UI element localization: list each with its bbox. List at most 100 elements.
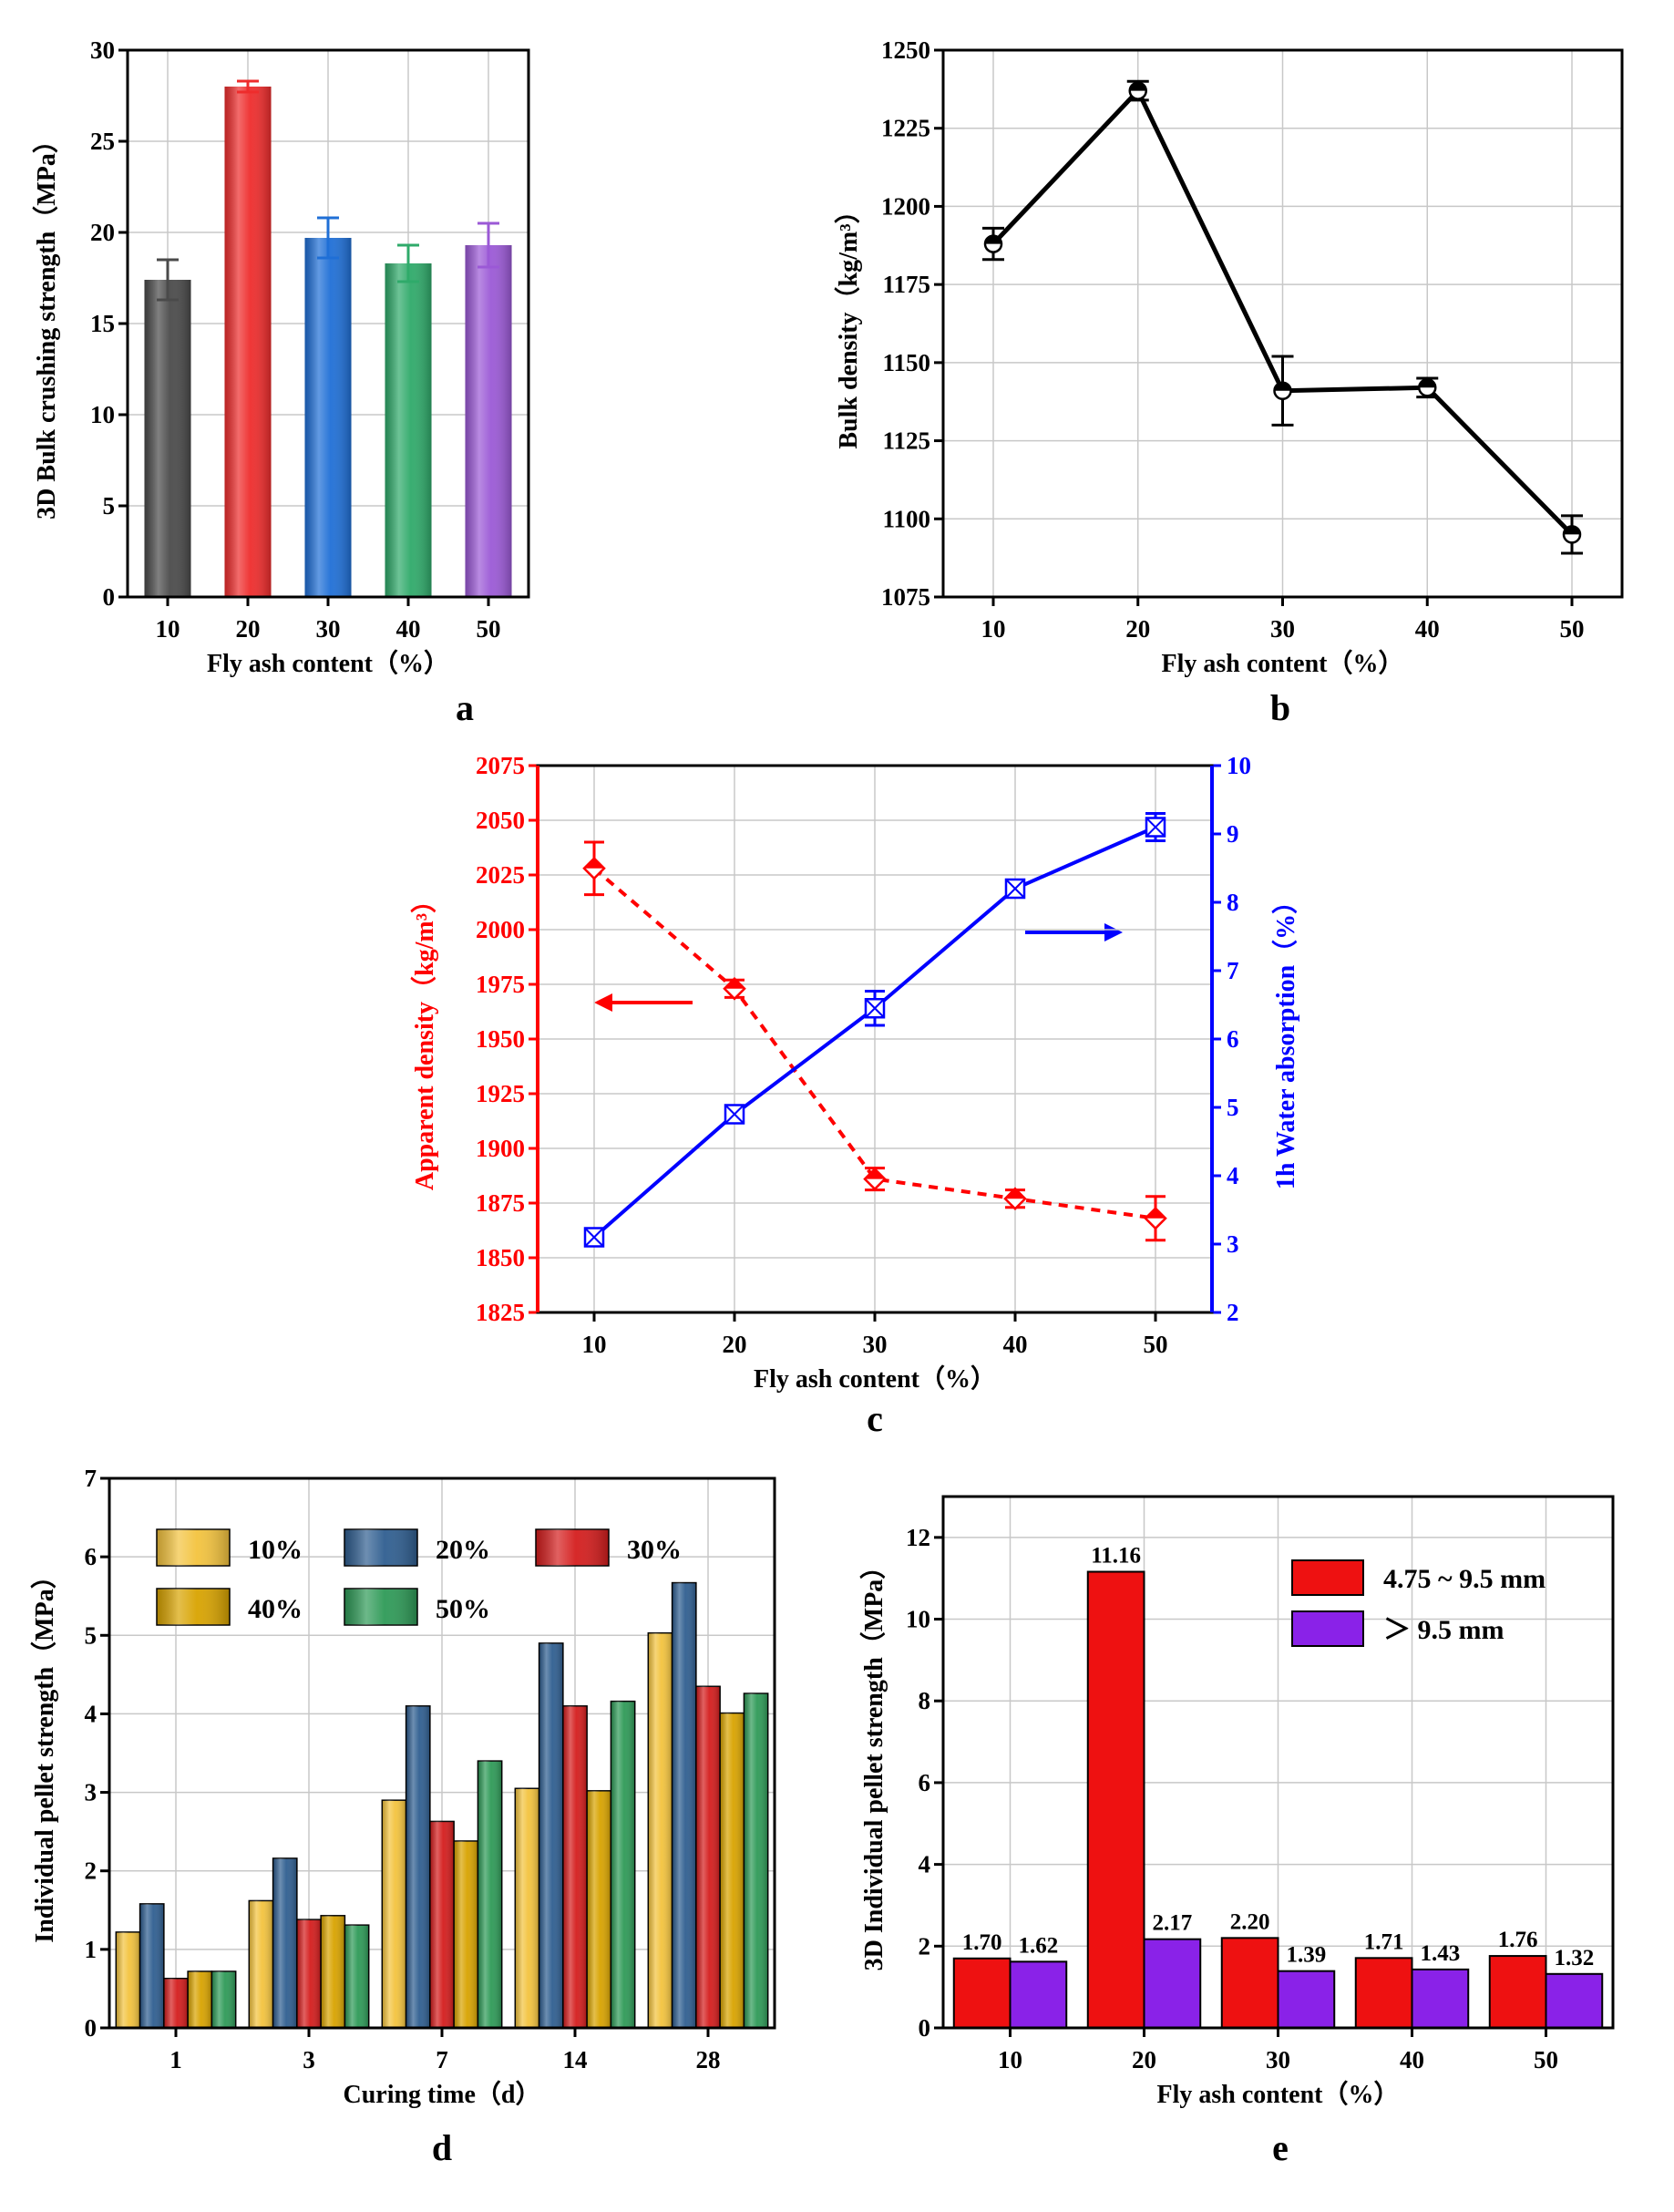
x-tick-label: 40 xyxy=(1400,2046,1424,2073)
chart-b: 10 20 30 40 50 1075 1100 1125 1150 1175 1200 1225 12… xyxy=(833,36,1624,728)
legend-swatch-shading xyxy=(344,1529,417,1566)
bar-shading xyxy=(116,1931,140,2028)
x-tick-label: 40 xyxy=(1415,615,1440,643)
data-label: 1.62 xyxy=(1018,1933,1058,1958)
data-point-fill xyxy=(865,1168,885,1179)
y-tick-label: 25 xyxy=(90,128,115,155)
bar-shading xyxy=(344,1925,369,2028)
x-tick-label: 50 xyxy=(1560,615,1585,643)
plot-frame xyxy=(126,48,530,599)
series-line-left xyxy=(592,867,1156,1220)
data-label: 1.76 xyxy=(1498,1928,1538,1952)
bar-shading xyxy=(163,1978,189,2028)
bar-shading xyxy=(429,1821,455,2028)
x-tick-label: 20 xyxy=(723,1331,747,1358)
legend-label: 30% xyxy=(627,1535,682,1565)
bar-shading xyxy=(515,1788,539,2028)
bar-shading xyxy=(587,1790,611,2028)
y-axis-title: Bulk density（kg/m³） xyxy=(833,198,863,448)
y-tick-label: 1175 xyxy=(882,271,930,298)
y-tick-label-right: 9 xyxy=(1227,820,1239,848)
bar-shading xyxy=(211,1970,236,2028)
bar-shading xyxy=(454,1840,478,2028)
panel-label: b xyxy=(1270,687,1290,728)
x-axis-title: Fly ash content（%） xyxy=(754,1363,996,1394)
y-tick-label: 3 xyxy=(85,1779,98,1806)
y-tick-label-right: 5 xyxy=(1227,1094,1239,1121)
y-tick-label: 4 xyxy=(919,1851,931,1878)
data-point-fill xyxy=(1005,1188,1025,1199)
data-label: 1.39 xyxy=(1286,1943,1326,1968)
y-axis-title: 3D Bulk crushing strength（MPa） xyxy=(31,128,61,520)
y-axis-title: 3D Individual pellet strength（MPa） xyxy=(858,1554,888,1971)
bar xyxy=(1086,1570,1145,2030)
bar-shading xyxy=(139,1903,164,2028)
y-tick-label: 5 xyxy=(85,1621,98,1649)
y-axis-title-left: Apparent density（kg/m³） xyxy=(409,888,439,1190)
data-point-fill xyxy=(1129,82,1146,91)
bar-shading xyxy=(720,1713,745,2028)
y-tick-label: 1975 xyxy=(476,971,525,998)
bar-shading xyxy=(465,245,512,597)
right-axis-arrow xyxy=(1025,923,1123,941)
bar xyxy=(1545,1972,1604,2029)
legend-swatch xyxy=(1291,1610,1364,1647)
panel-label: e xyxy=(1272,2127,1289,2168)
bar xyxy=(1143,1938,1202,2029)
x-tick-label: 20 xyxy=(1125,615,1150,643)
plot-frame xyxy=(941,1495,1615,2030)
legend-label: 10% xyxy=(248,1535,303,1565)
bar-shading xyxy=(272,1857,297,2028)
legend-swatch xyxy=(1291,1559,1364,1596)
data-label: 2.17 xyxy=(1152,1911,1192,1936)
data-label: 11.16 xyxy=(1091,1544,1141,1569)
bar-shading xyxy=(321,1915,345,2028)
legend-swatch-shading xyxy=(344,1589,417,1625)
y-tick-label: 2075 xyxy=(476,752,525,779)
y-tick-label: 5 xyxy=(103,492,116,520)
x-tick-label: 50 xyxy=(1534,2046,1558,2073)
legend-label: ＞ 9.5 mm xyxy=(1383,1615,1504,1645)
y-tick-label: 0 xyxy=(85,2014,98,2042)
data-point-fill xyxy=(1145,1208,1166,1219)
y-tick-label: 1075 xyxy=(881,583,930,611)
y-tick-label-right: 7 xyxy=(1227,957,1239,984)
y-tick-label: 8 xyxy=(919,1687,931,1714)
data-point-x xyxy=(865,998,885,1018)
y-tick-label: 0 xyxy=(103,583,116,611)
data-label: 1.70 xyxy=(962,1930,1002,1955)
legend-label: 40% xyxy=(248,1594,303,1624)
chart-a: 10 20 30 40 50 0 5 10 15 20 25 30 Fly ash content（%）… xyxy=(31,36,530,728)
y-tick-label: 2050 xyxy=(476,807,525,834)
y-tick-label: 10 xyxy=(906,1606,930,1633)
x-tick-label: 10 xyxy=(998,2046,1022,2073)
x-tick-label: 7 xyxy=(436,2046,448,2073)
x-tick-label: 40 xyxy=(396,615,421,643)
bar-shading xyxy=(304,238,352,597)
data-point-x xyxy=(584,1227,604,1248)
legend-swatch-shading xyxy=(536,1529,609,1566)
y-tick-label: 20 xyxy=(90,219,115,246)
y-tick-label: 1875 xyxy=(476,1189,525,1217)
y-tick-label-right: 2 xyxy=(1227,1299,1239,1326)
bar-shading xyxy=(744,1693,768,2028)
legend-label: 50% xyxy=(436,1594,490,1624)
bar-shading xyxy=(296,1919,322,2028)
legend-swatch-shading xyxy=(157,1589,230,1625)
bar xyxy=(952,1957,1012,2029)
data-point-fill xyxy=(1274,382,1291,391)
chart-d: 1 3 7 14 28 0 1 2 3 4 5 6 7 10% 20% 30% 40% 50% Curing tim… xyxy=(29,1465,776,2168)
x-tick-label: 10 xyxy=(981,615,1006,643)
left-axis-arrow xyxy=(594,993,693,1012)
legend-label: 20% xyxy=(436,1535,490,1565)
y-tick-label: 1225 xyxy=(881,115,930,142)
data-point-fill xyxy=(724,978,745,989)
y-tick-label-right: 8 xyxy=(1227,889,1239,916)
y-tick-label: 2 xyxy=(919,1932,931,1960)
y-tick-label-right: 3 xyxy=(1227,1230,1239,1258)
y-tick-label: 6 xyxy=(919,1769,931,1796)
x-tick-label: 3 xyxy=(303,2046,315,2073)
x-tick-label: 10 xyxy=(582,1331,607,1358)
x-tick-label: 50 xyxy=(1144,1331,1168,1358)
